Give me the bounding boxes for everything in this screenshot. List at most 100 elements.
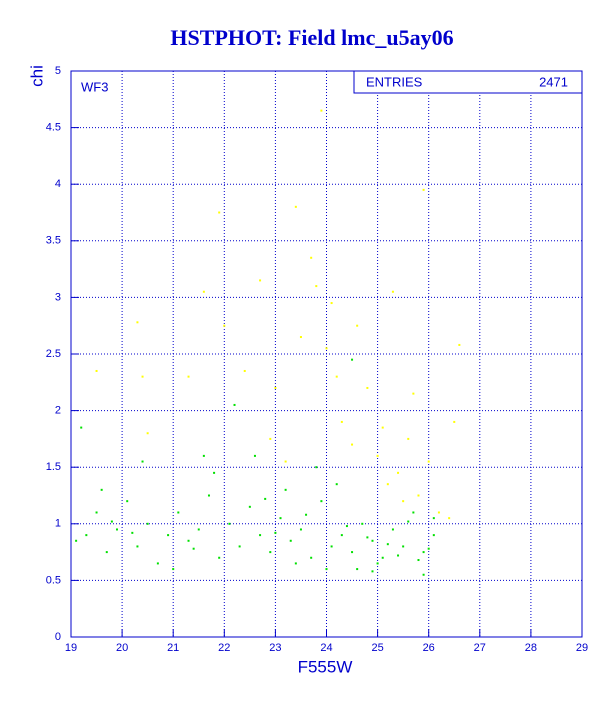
point — [75, 539, 78, 542]
point — [284, 488, 287, 491]
stats-value: 2471 — [539, 74, 568, 89]
point — [407, 437, 410, 440]
point — [248, 505, 251, 508]
point — [310, 256, 313, 259]
point — [448, 517, 451, 520]
point — [366, 386, 369, 389]
point — [320, 500, 323, 503]
point — [310, 556, 313, 559]
point — [289, 539, 292, 542]
point — [95, 369, 98, 372]
point — [218, 211, 221, 214]
point — [371, 570, 374, 573]
point — [177, 511, 180, 514]
point — [356, 568, 359, 571]
x-tick-label: 20 — [116, 642, 128, 654]
y-axis-label: chi — [27, 65, 46, 87]
point — [264, 497, 267, 500]
x-tick-label: 25 — [371, 642, 383, 654]
point — [85, 534, 88, 537]
point — [422, 573, 425, 576]
point — [386, 543, 389, 546]
point — [391, 290, 394, 293]
point — [100, 488, 103, 491]
point — [136, 321, 139, 324]
point — [294, 562, 297, 565]
point — [136, 545, 139, 548]
point — [115, 528, 118, 531]
point — [371, 539, 374, 542]
y-tick-label: 3 — [55, 291, 61, 303]
point — [279, 517, 282, 520]
point — [386, 483, 389, 486]
point — [432, 534, 435, 537]
point — [427, 547, 430, 550]
x-tick-label: 24 — [320, 642, 332, 654]
point — [95, 511, 98, 514]
point — [269, 551, 272, 554]
point — [259, 279, 262, 282]
x-tick-label: 19 — [65, 642, 77, 654]
point — [427, 460, 430, 463]
stats-box — [353, 70, 583, 94]
y-tick-label: 4.5 — [46, 122, 61, 134]
point — [284, 460, 287, 463]
point — [146, 522, 149, 525]
point — [126, 500, 129, 503]
y-tick-label: 1 — [55, 518, 61, 530]
point — [274, 531, 277, 534]
y-tick-label: 5 — [55, 65, 61, 77]
point — [397, 554, 400, 557]
point — [376, 454, 379, 457]
point — [402, 545, 405, 548]
y-tick-label: 1.5 — [46, 461, 61, 473]
point — [80, 426, 83, 429]
y-tick-label: 3.5 — [46, 235, 61, 247]
point — [351, 551, 354, 554]
point — [146, 432, 149, 435]
point — [243, 369, 246, 372]
point — [299, 528, 302, 531]
point — [432, 517, 435, 520]
point — [172, 568, 175, 571]
point — [325, 347, 328, 350]
point — [228, 522, 231, 525]
stats-label: ENTRIES — [366, 74, 423, 89]
point — [299, 336, 302, 339]
point — [105, 551, 108, 554]
point — [397, 471, 400, 474]
point — [340, 420, 343, 423]
point — [335, 375, 338, 378]
point — [315, 466, 318, 469]
point — [402, 500, 405, 503]
panel-label: WF3 — [81, 79, 108, 94]
point — [422, 188, 425, 191]
x-tick-label: 23 — [269, 642, 281, 654]
point — [345, 525, 348, 528]
point — [223, 324, 226, 327]
point — [274, 386, 277, 389]
y-tick-label: 4 — [55, 178, 61, 190]
point — [141, 460, 144, 463]
point — [259, 534, 262, 537]
point — [412, 392, 415, 395]
point — [381, 556, 384, 559]
point — [325, 568, 328, 571]
y-tick-label: 0 — [55, 631, 61, 643]
point — [351, 358, 354, 361]
point — [187, 539, 190, 542]
point — [233, 403, 236, 406]
point — [437, 511, 440, 514]
point — [218, 556, 221, 559]
point — [192, 547, 195, 550]
plot-frame — [70, 70, 583, 638]
point — [412, 511, 415, 514]
point — [391, 528, 394, 531]
point — [417, 494, 420, 497]
point — [213, 471, 216, 474]
x-tick-label: 28 — [525, 642, 537, 654]
point — [453, 420, 456, 423]
point — [202, 290, 205, 293]
point — [131, 531, 134, 534]
